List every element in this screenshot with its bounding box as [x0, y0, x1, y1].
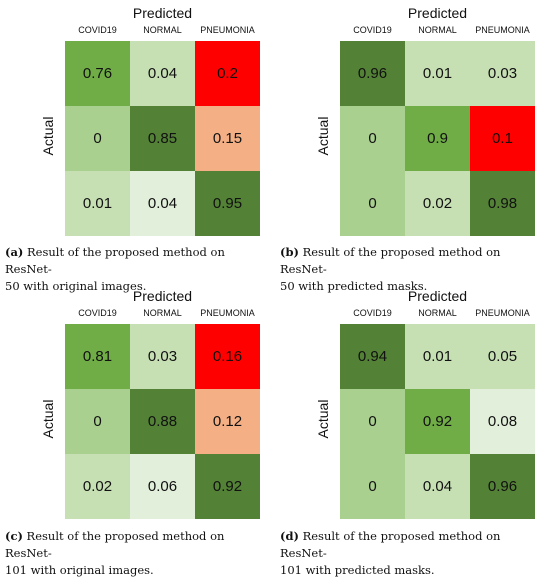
predicted-axis-title: Predicted: [407, 5, 468, 21]
heatmap-cell-covid19-covid19: 0.81: [65, 324, 130, 389]
heatmap-cell-covid19-covid19: 0.94: [340, 324, 405, 389]
heatmap-cell-pneumonia-pneumonia: 0.95: [195, 171, 260, 236]
actual-axis-title: Actual: [315, 116, 331, 156]
actual-axis-title: Actual: [315, 399, 331, 439]
caption-d: (d) Result of the proposed method on Res…: [280, 528, 548, 579]
heatmap-cell-pneumonia-pneumonia: 0.98: [470, 171, 535, 236]
caption-tag: (d): [280, 529, 299, 543]
heatmap-cell-normal-pneumonia: 0.08: [470, 389, 535, 454]
heatmap-cell-pneumonia-covid19: 0.01: [65, 171, 130, 236]
caption-tag: (b): [280, 245, 299, 259]
confusion-matrix-d: Predicted COVID19 NORMAL PNEUMONIA Actua…: [315, 288, 535, 523]
heatmap-cell-normal-normal: 0.85: [130, 106, 195, 171]
heatmap-cell-covid19-pneumonia: 0.2: [195, 41, 260, 106]
heatmap-cell-normal-normal: 0.88: [130, 389, 195, 454]
heatmap-cell-covid19-pneumonia: 0.03: [470, 41, 535, 106]
caption-text-line2: 101 with original images.: [5, 563, 154, 577]
caption-tag: (c): [5, 529, 23, 543]
heatmap-cell-normal-normal: 0.92: [405, 389, 470, 454]
heatmap-cell-covid19-pneumonia: 0.16: [195, 324, 260, 389]
heatmap-cell-pneumonia-normal: 0.04: [130, 171, 195, 236]
column-label-pneumonia: PNEUMONIA: [475, 25, 530, 35]
heatmap-cell-covid19-normal: 0.01: [405, 324, 470, 389]
heatmap-cell-normal-covid19: 0: [340, 389, 405, 454]
column-label-pneumonia: PNEUMONIA: [200, 25, 255, 35]
column-label-pneumonia: PNEUMONIA: [475, 308, 530, 318]
heatmap-cell-normal-pneumonia: 0.1: [470, 106, 535, 171]
heatmap-cell-pneumonia-pneumonia: 0.92: [195, 454, 260, 519]
actual-axis-title: Actual: [40, 399, 56, 439]
caption-text-line1: Result of the proposed method on ResNet-: [280, 245, 501, 276]
caption-text-line1: Result of the proposed method on ResNet-: [5, 529, 225, 560]
heatmap-cell-pneumonia-covid19: 0: [340, 454, 405, 519]
heatmap-cell-pneumonia-normal: 0.02: [405, 171, 470, 236]
heatmap-cell-pneumonia-pneumonia: 0.96: [470, 454, 535, 519]
heatmap-cell-normal-covid19: 0: [340, 106, 405, 171]
column-label-covid19: COVID19: [353, 25, 392, 35]
caption-c: (c) Result of the proposed method on Res…: [5, 528, 273, 579]
caption-tag: (a): [5, 245, 24, 259]
column-label-normal: NORMAL: [143, 308, 182, 318]
caption-b: (b) Result of the proposed method on Res…: [280, 244, 548, 295]
column-label-normal: NORMAL: [418, 308, 457, 318]
column-label-covid19: COVID19: [353, 308, 392, 318]
heatmap-cell-covid19-covid19: 0.96: [340, 41, 405, 106]
caption-a: (a) Result of the proposed method on Res…: [5, 244, 273, 295]
actual-axis-title: Actual: [40, 116, 56, 156]
heatmap-cell-normal-pneumonia: 0.15: [195, 106, 260, 171]
column-label-normal: NORMAL: [143, 25, 182, 35]
heatmap-cell-covid19-normal: 0.01: [405, 41, 470, 106]
heatmap-cell-covid19-pneumonia: 0.05: [470, 324, 535, 389]
caption-text-line1: Result of the proposed method on ResNet-: [280, 529, 501, 560]
heatmap-cell-covid19-covid19: 0.76: [65, 41, 130, 106]
predicted-axis-title: Predicted: [407, 288, 468, 304]
heatmap-cell-pneumonia-normal: 0.04: [405, 454, 470, 519]
heatmap-cell-covid19-normal: 0.03: [130, 324, 195, 389]
heatmap-cell-normal-normal: 0.9: [405, 106, 470, 171]
confusion-matrix-c: Predicted COVID19 NORMAL PNEUMONIA Actua…: [40, 288, 260, 523]
heatmap-cell-covid19-normal: 0.04: [130, 41, 195, 106]
caption-text-line1: Result of the proposed method on ResNet-: [5, 245, 225, 276]
heatmap-cell-pneumonia-normal: 0.06: [130, 454, 195, 519]
column-label-pneumonia: PNEUMONIA: [200, 308, 255, 318]
column-label-covid19: COVID19: [78, 308, 117, 318]
heatmap-cell-normal-covid19: 0: [65, 389, 130, 454]
caption-text-line2: 50 with predicted masks.: [280, 279, 428, 293]
caption-text-line2: 101 with predicted masks.: [280, 563, 435, 577]
column-label-normal: NORMAL: [418, 25, 457, 35]
confusion-matrix-b: Predicted COVID19 NORMAL PNEUMONIA Actua…: [315, 5, 535, 240]
heatmap-cell-pneumonia-covid19: 0.02: [65, 454, 130, 519]
confusion-matrix-a: Predicted COVID19 NORMAL PNEUMONIA Actua…: [40, 5, 260, 240]
predicted-axis-title: Predicted: [132, 5, 193, 21]
heatmap-cell-pneumonia-covid19: 0: [340, 171, 405, 236]
heatmap-cell-normal-covid19: 0: [65, 106, 130, 171]
predicted-axis-title: Predicted: [132, 288, 193, 304]
heatmap-cell-normal-pneumonia: 0.12: [195, 389, 260, 454]
caption-text-line2: 50 with original images.: [5, 279, 147, 293]
column-label-covid19: COVID19: [78, 25, 117, 35]
